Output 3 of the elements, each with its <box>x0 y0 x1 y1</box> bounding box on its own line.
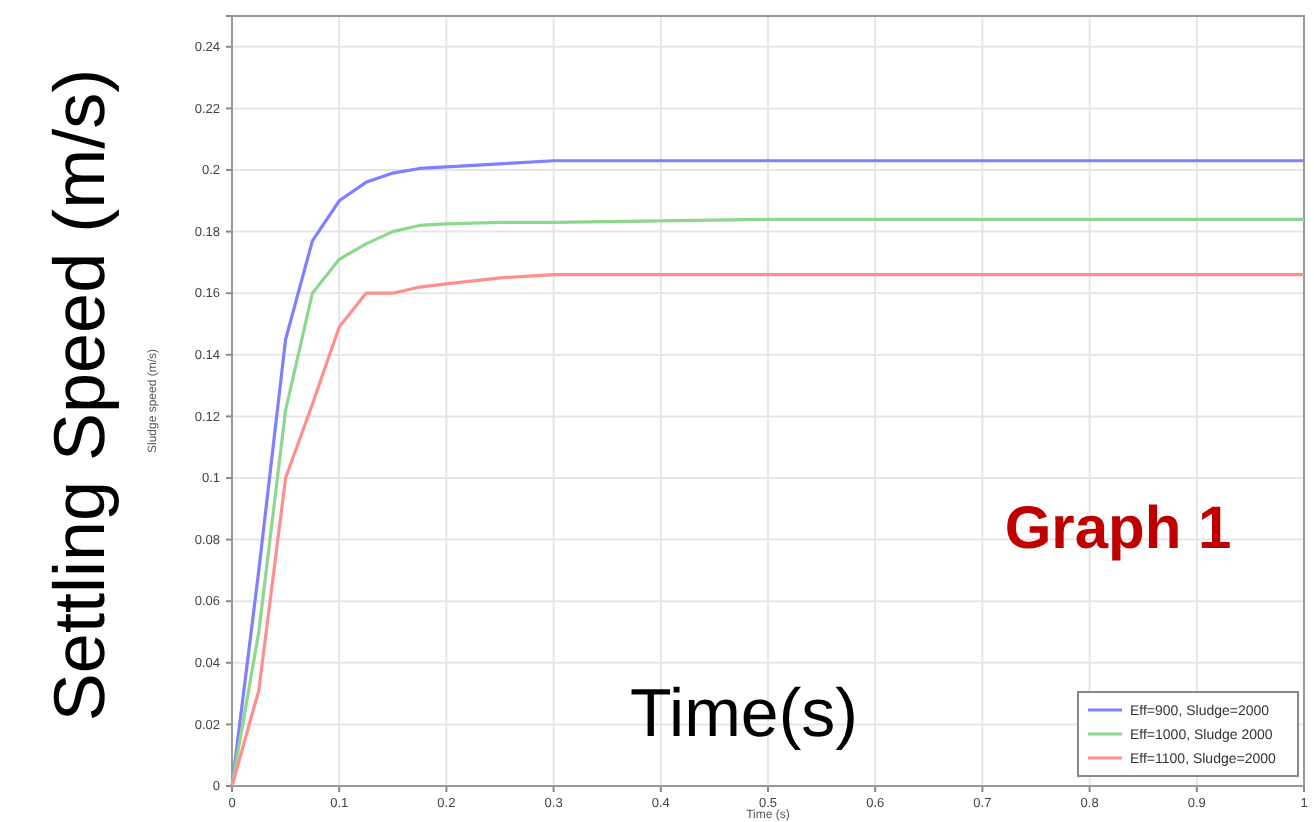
annotation: Graph 1 <box>1004 496 1232 562</box>
annotation: Time(s) <box>630 676 858 752</box>
text: Settling Speed (m/s) <box>38 68 120 722</box>
